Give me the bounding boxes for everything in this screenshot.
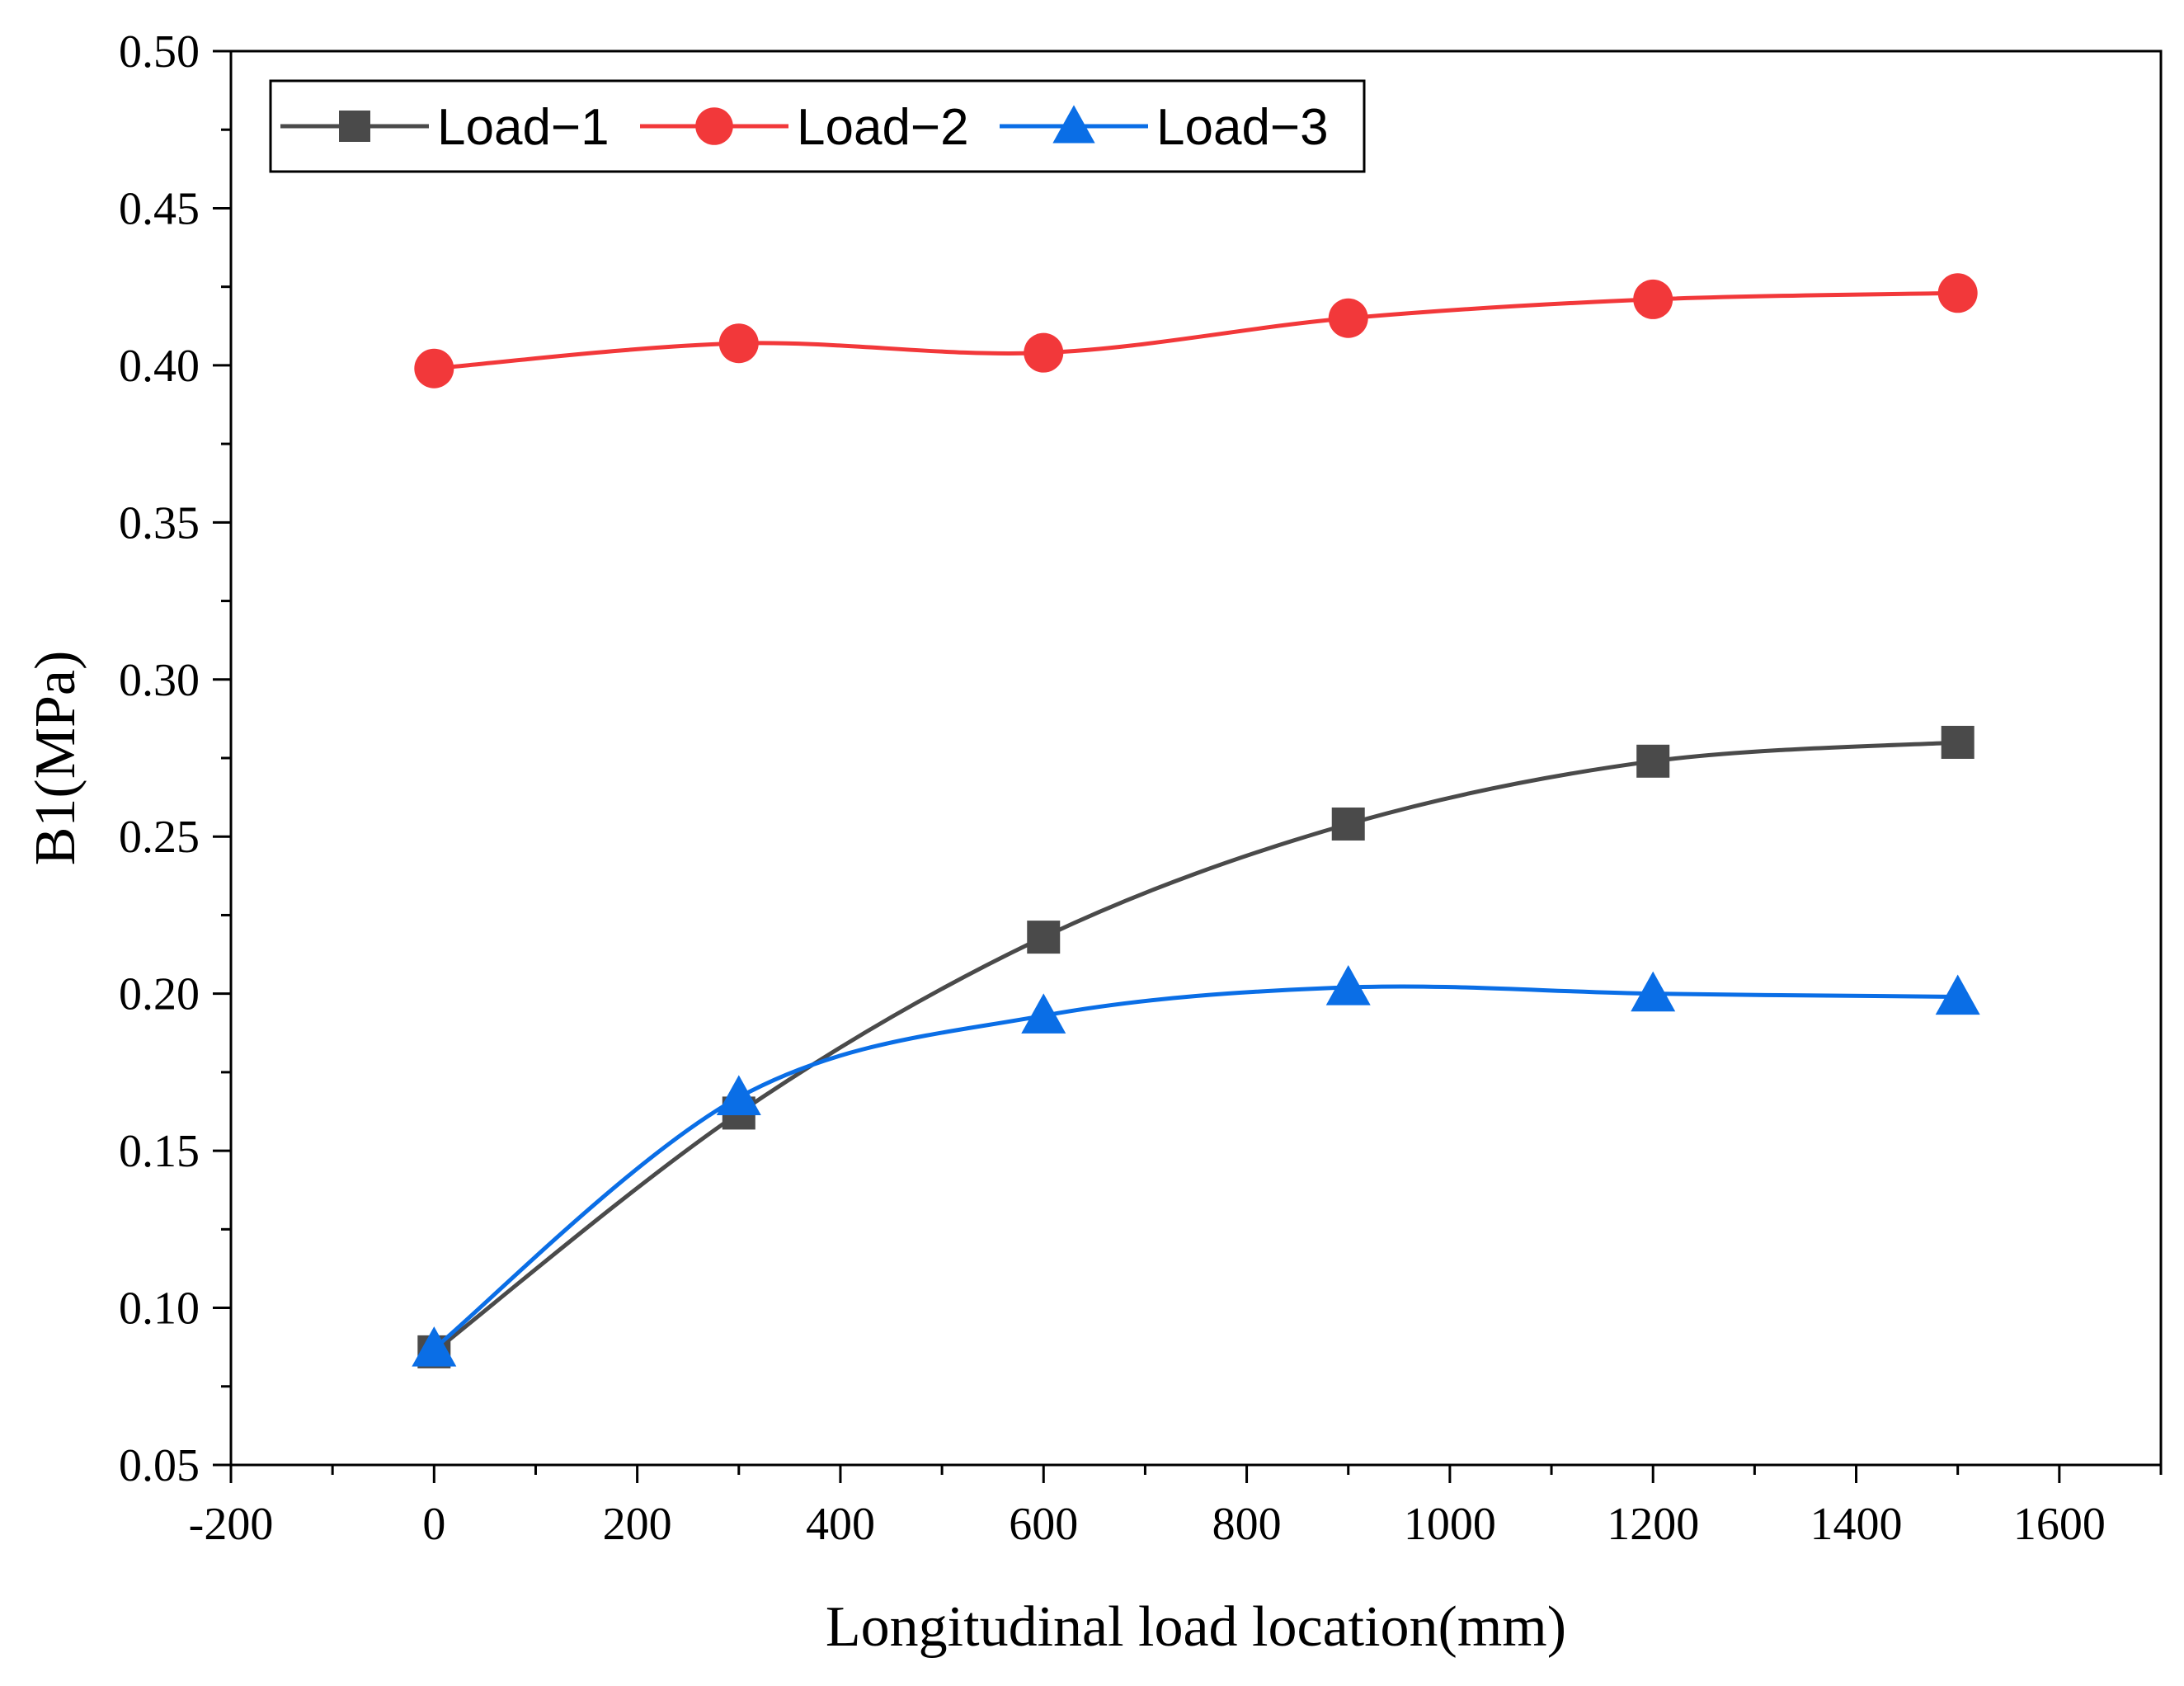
data-point — [1331, 807, 1365, 841]
data-point — [1631, 971, 1676, 1012]
series-line — [432, 984, 1958, 1350]
data-point — [1937, 273, 1978, 313]
y-tick-label: 0.15 — [119, 1126, 200, 1177]
x-tick-label: 0 — [422, 1499, 445, 1550]
legend-entry: Load−2 — [640, 99, 969, 156]
y-tick-label: 0.50 — [119, 26, 200, 78]
legend: Load−1 Load−2 Load−3 — [269, 79, 1366, 173]
x-tick-label: 1000 — [1404, 1499, 1496, 1550]
data-point — [1935, 974, 1980, 1015]
series-layer — [412, 273, 1980, 1368]
y-axis-title: B1(MPa) — [24, 651, 87, 866]
x-tick-label: -200 — [189, 1499, 274, 1550]
x-axis-title: Longitudinal load location(mm) — [826, 1595, 1566, 1659]
x-axis: -200 0 200 400 600 800 1000 1200 1400 1600 — [189, 1465, 2163, 1550]
legend-marker — [1052, 105, 1095, 144]
data-point — [412, 1326, 457, 1367]
y-axis: 0.05 0.10 0.15 0.20 0.25 0.30 0.35 0.40 0.45 0.50 — [119, 26, 231, 1491]
legend-label: Load−2 — [797, 99, 969, 156]
data-point — [1021, 993, 1066, 1034]
x-tick-label: 400 — [806, 1499, 875, 1550]
series-line — [432, 740, 1958, 1354]
y-tick-label: 0.45 — [119, 183, 200, 234]
y-tick-label: 0.30 — [119, 655, 200, 706]
x-tick-label: 800 — [1212, 1499, 1282, 1550]
y-tick-label: 0.10 — [119, 1283, 200, 1335]
legend-box — [269, 79, 1366, 173]
y-tick-label: 0.05 — [119, 1440, 200, 1491]
legend-entry: Load−3 — [1000, 99, 1329, 156]
legend-label: Load−1 — [437, 99, 610, 156]
data-point — [1636, 744, 1670, 778]
x-tick-label: 1600 — [2013, 1499, 2106, 1550]
data-point — [1941, 725, 1975, 759]
data-point — [414, 348, 454, 389]
legend-entry: Load−1 — [280, 99, 610, 156]
data-point — [1633, 279, 1673, 319]
data-point — [1024, 332, 1064, 373]
y-tick-label: 0.20 — [119, 969, 200, 1020]
data-point — [716, 1075, 761, 1115]
y-tick-label: 0.25 — [119, 812, 200, 863]
legend-marker — [695, 107, 733, 145]
data-point — [1325, 965, 1371, 1005]
data-point — [1328, 298, 1368, 338]
x-tick-label: 1200 — [1607, 1499, 1699, 1550]
x-tick-label: 600 — [1009, 1499, 1078, 1550]
legend-label: Load−3 — [1156, 99, 1329, 156]
series-2 — [414, 273, 1978, 389]
data-point — [1027, 921, 1061, 954]
x-tick-label: 1400 — [1810, 1499, 1903, 1550]
x-tick-label: 200 — [603, 1499, 672, 1550]
y-tick-label: 0.40 — [119, 341, 200, 392]
legend-marker — [339, 111, 370, 142]
data-point — [718, 323, 759, 364]
series-3 — [412, 965, 1980, 1367]
y-tick-label: 0.35 — [119, 497, 200, 549]
series-line — [434, 290, 1958, 371]
